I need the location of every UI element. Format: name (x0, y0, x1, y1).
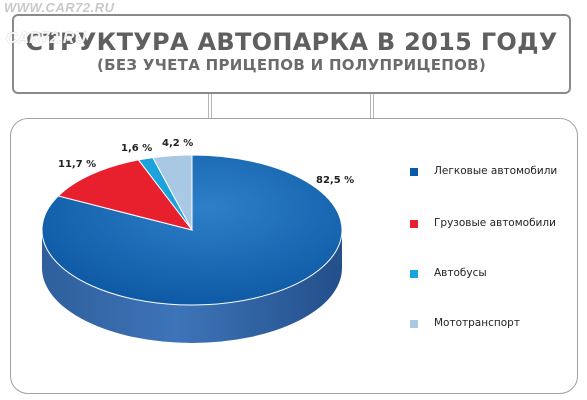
title-box: СТРУКТУРА АВТОПАРКА В 2015 ГОДУ (БЕЗ УЧЕ… (12, 14, 571, 94)
pie-side-group (42, 230, 342, 343)
pie-data-label-3: 4,2 % (162, 138, 193, 149)
pie-slice-1 (57, 159, 194, 231)
legend-label-trucks: Грузовые автомобили (434, 217, 556, 229)
pie-data-label-1: 11,7 % (58, 159, 96, 170)
chart-subtitle: (БЕЗ УЧЕТА ПРИЦЕПОВ И ПОЛУПРИЦЕПОВ) (96, 56, 487, 74)
legend-label-buses: Автобусы (434, 267, 487, 279)
legend-label-moto: Мототранспорт (434, 317, 520, 329)
legend-swatch-buses (410, 270, 418, 278)
pie-slices-group (41, 154, 343, 306)
logo-watermark: CAR72.RU (6, 30, 87, 47)
connector-left (208, 94, 212, 120)
chart-title: СТРУКТУРА АВТОПАРКА В 2015 ГОДУ (25, 28, 558, 56)
pie-labels-group: 82,5 % 11,7 % 1,6 % 4,2 % (58, 138, 354, 186)
pie-data-label-2: 1,6 % (121, 143, 152, 154)
pie-data-label-0: 82,5 % (316, 175, 354, 186)
legend-label-cars: Легковые автомобили (434, 165, 558, 177)
legend-swatch-trucks (410, 220, 418, 228)
pie-slice-0 (41, 154, 343, 306)
pie-slice-3 (152, 154, 193, 231)
connector-right (370, 94, 374, 120)
pie-side-0 (42, 230, 342, 343)
legend-swatch-cars (410, 168, 418, 176)
site-watermark: WWW.CAR72.RU (4, 0, 115, 15)
legend-swatch-moto (410, 320, 418, 328)
